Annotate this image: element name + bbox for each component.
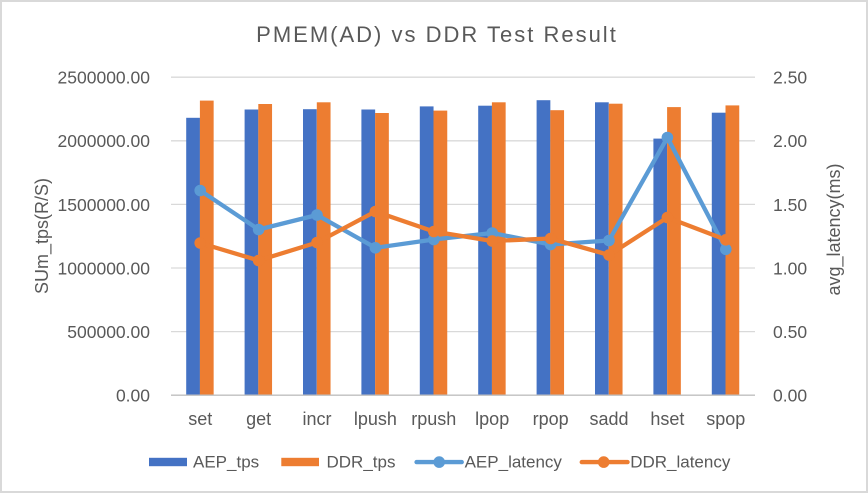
svg-text:AEP_tps: AEP_tps bbox=[193, 453, 259, 472]
svg-text:lpop: lpop bbox=[475, 409, 509, 429]
svg-text:lpush: lpush bbox=[354, 409, 397, 429]
svg-text:2.00: 2.00 bbox=[773, 131, 807, 151]
svg-text:2000000.00: 2000000.00 bbox=[58, 131, 151, 151]
svg-text:PMEM(AD) vs DDR Test Result: PMEM(AD) vs DDR Test Result bbox=[256, 22, 618, 47]
svg-text:DDR_latency: DDR_latency bbox=[630, 453, 731, 472]
svg-text:1.50: 1.50 bbox=[773, 195, 807, 215]
svg-text:0.00: 0.00 bbox=[116, 386, 150, 406]
svg-text:2500000.00: 2500000.00 bbox=[58, 68, 151, 88]
svg-text:rpush: rpush bbox=[411, 409, 456, 429]
svg-text:0.50: 0.50 bbox=[773, 322, 807, 342]
svg-text:500000.00: 500000.00 bbox=[67, 322, 150, 342]
svg-text:sadd: sadd bbox=[589, 409, 628, 429]
svg-text:1000000.00: 1000000.00 bbox=[58, 258, 151, 278]
svg-text:2.50: 2.50 bbox=[773, 68, 807, 88]
svg-text:incr: incr bbox=[302, 409, 331, 429]
svg-text:1500000.00: 1500000.00 bbox=[58, 195, 151, 215]
svg-text:spop: spop bbox=[706, 409, 745, 429]
svg-text:hset: hset bbox=[650, 409, 684, 429]
svg-text:AEP_latency: AEP_latency bbox=[465, 453, 563, 472]
svg-text:DDR_tps: DDR_tps bbox=[327, 453, 396, 472]
svg-text:0.00: 0.00 bbox=[773, 386, 807, 406]
svg-text:set: set bbox=[188, 409, 212, 429]
svg-text:avg_latency(ms): avg_latency(ms) bbox=[824, 163, 845, 295]
svg-text:get: get bbox=[246, 409, 271, 429]
svg-text:rpop: rpop bbox=[533, 409, 569, 429]
svg-text:1.00: 1.00 bbox=[773, 258, 807, 278]
svg-text:SUm_tps(R/S): SUm_tps(R/S) bbox=[32, 178, 53, 294]
